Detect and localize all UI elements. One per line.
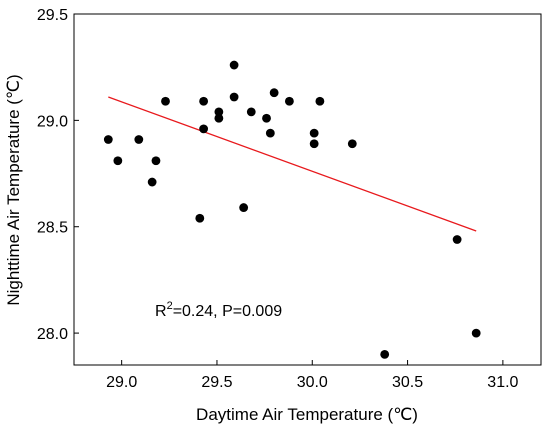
data-point xyxy=(214,113,224,123)
y-tick-label: 28.5 xyxy=(37,220,68,237)
data-point xyxy=(269,88,279,98)
y-axis-ticks: 28.0 28.5 29.0 29.5 xyxy=(37,7,79,343)
annotation-stats: R2=0.24, P=0.009 xyxy=(155,300,282,320)
data-point xyxy=(347,139,357,149)
data-point xyxy=(284,96,294,106)
x-tick-label: 29.0 xyxy=(106,374,137,391)
annotation-r2-prefix: R xyxy=(155,303,167,320)
y-tick-label: 29.5 xyxy=(37,7,68,24)
data-points xyxy=(103,60,481,359)
data-point xyxy=(262,113,271,123)
annotation-r2-superscript: 2 xyxy=(167,300,173,312)
data-point xyxy=(229,60,239,70)
data-point xyxy=(151,156,161,166)
data-point xyxy=(380,349,390,359)
x-tick-label: 29.5 xyxy=(201,374,232,391)
data-point xyxy=(214,107,224,117)
data-point xyxy=(452,235,462,244)
data-point xyxy=(471,328,481,338)
data-point xyxy=(161,96,170,106)
data-point xyxy=(199,124,209,134)
y-tick-label: 28.0 xyxy=(37,326,68,343)
data-point xyxy=(113,156,123,166)
x-tick-label: 31.0 xyxy=(487,374,518,391)
data-point xyxy=(309,128,319,138)
data-point xyxy=(195,213,205,223)
y-tick-label: 29.0 xyxy=(37,113,68,130)
x-tick-label: 30.0 xyxy=(297,374,328,391)
data-point xyxy=(229,92,239,102)
x-axis-label: Daytime Air Temperature (℃) xyxy=(196,405,418,424)
data-point xyxy=(246,107,256,117)
data-point xyxy=(134,135,144,144)
data-point xyxy=(103,135,113,144)
annotation-stats-text: =0.24, P=0.009 xyxy=(173,303,283,320)
data-point xyxy=(315,96,325,106)
data-point xyxy=(239,203,249,212)
data-point xyxy=(265,128,275,138)
x-axis-ticks: 29.0 29.5 30.0 30.5 31.0 xyxy=(106,360,519,391)
data-point xyxy=(309,139,319,149)
x-tick-label: 30.5 xyxy=(392,374,423,391)
data-point xyxy=(199,96,209,106)
regression-line xyxy=(108,96,477,232)
plot-frame xyxy=(73,13,542,366)
data-point xyxy=(147,177,157,187)
y-axis-label: Nighttime Air Temperature (℃) xyxy=(4,74,23,305)
